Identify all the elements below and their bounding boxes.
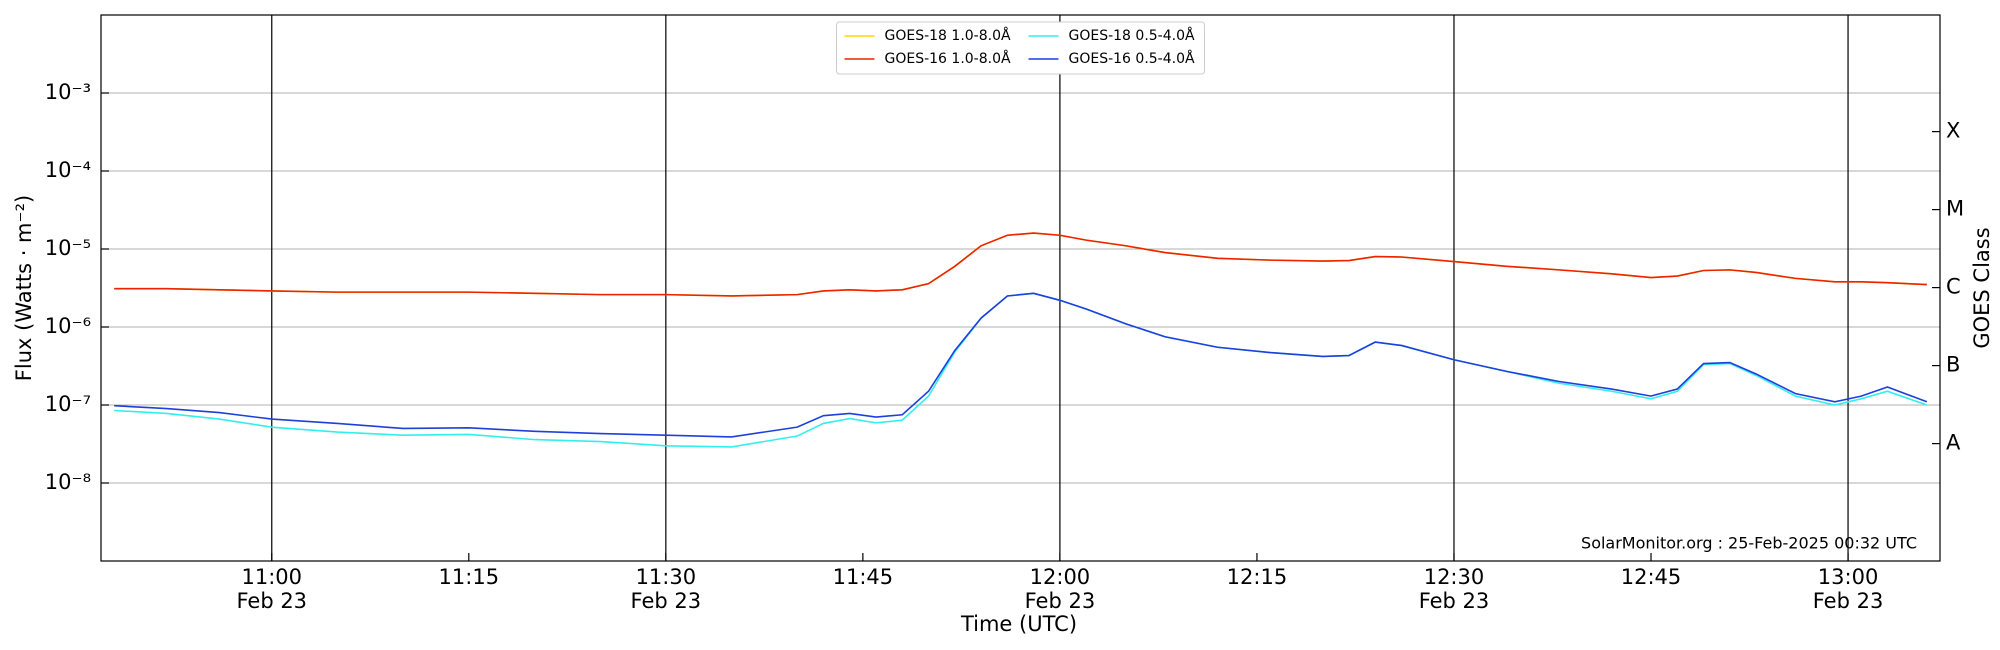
x-tick-label: 11:30 Feb 23: [631, 565, 702, 613]
x-tick-label: 11:45: [833, 565, 894, 589]
x-tick-label: 13:00 Feb 23: [1813, 565, 1884, 613]
y-tick-label: 10⁻⁷: [45, 392, 91, 416]
legend-box: [836, 21, 1205, 75]
x-tick-label: 12:15: [1227, 565, 1288, 589]
y2-axis-label: GOES Class: [1970, 227, 1994, 348]
series-line: [114, 232, 1927, 297]
plot-frame: [100, 14, 1941, 562]
annotation: SolarMonitor.org : 25-Feb-2025 00:32 UTC: [1581, 534, 1917, 553]
legend-label: GOES-18 0.5-4.0Å: [1069, 27, 1195, 44]
y-tick-label: 10⁻³: [45, 80, 91, 104]
y-tick-label: 10⁻⁸: [45, 470, 91, 494]
y2-tick-label: C: [1946, 275, 1961, 299]
x-tick-label: 12:30 Feb 23: [1419, 565, 1490, 613]
y-tick-label: 10⁻⁶: [45, 314, 91, 338]
y2-tick-label: M: [1946, 197, 1964, 221]
x-tick-label: 11:00 Feb 23: [236, 565, 307, 613]
y2-tick-label: X: [1946, 119, 1960, 143]
legend-label: GOES-16 1.0-8.0Å: [885, 50, 1011, 67]
x-axis-label: Time (UTC): [960, 612, 1077, 636]
y2-tick-label: A: [1946, 431, 1961, 455]
x-tick-label: 12:00 Feb 23: [1025, 565, 1096, 613]
x-tick-label: 11:15: [439, 565, 500, 589]
y-tick-label: 10⁻⁴: [45, 158, 91, 182]
y-tick-label: 10⁻⁵: [45, 236, 91, 260]
series-line: [114, 292, 1928, 438]
y-axis-label: Flux (Watts · m⁻²): [12, 195, 36, 381]
plot-area: [114, 232, 1928, 448]
x-tick-label: 12:45: [1621, 565, 1682, 589]
y2-tick-label: B: [1946, 353, 1960, 377]
legend-label: GOES-18 1.0-8.0Å: [885, 27, 1011, 44]
legend-label: GOES-16 0.5-4.0Å: [1069, 50, 1195, 67]
